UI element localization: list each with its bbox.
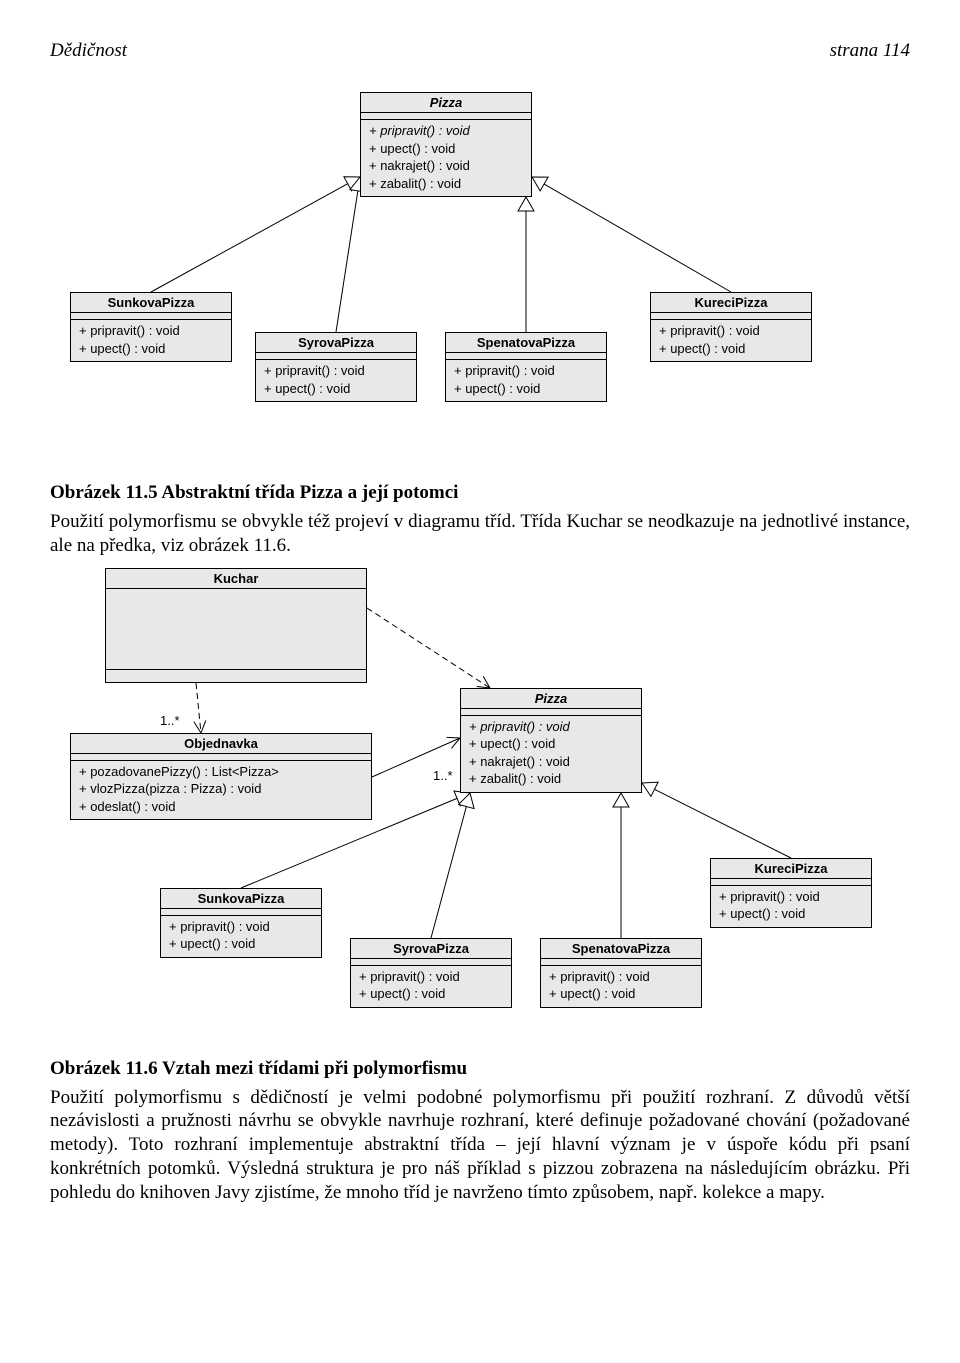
uml-op: + upect() : void <box>359 985 503 1003</box>
uml-title: KureciPizza <box>711 859 871 879</box>
uml-op: + pripravit() : void <box>169 918 313 936</box>
uml-class-spenatova: SpenatovaPizza + pripravit() : void+ upec… <box>445 332 607 402</box>
uml-ops: + pripravit() : void+ upect() : void <box>651 320 811 361</box>
header-right: strana 114 <box>830 40 910 62</box>
uml-title: SyrovaPizza <box>256 333 416 353</box>
paragraph-1: Použití polymorfismu se obvykle též proj… <box>50 510 910 558</box>
uml-ops: + pripravit() : void+ upect() : void <box>161 916 321 957</box>
uml-attrs <box>446 353 606 360</box>
uml-class-kuchar: Kuchar <box>105 568 367 683</box>
uml-title: SunkovaPizza <box>71 293 231 313</box>
uml-title: Pizza <box>361 93 531 113</box>
uml-ops: + pripravit() : void+ upect() : void+ na… <box>361 120 531 196</box>
uml-class-spenatova: SpenatovaPizza + pripravit() : void+ upec… <box>540 938 702 1008</box>
uml-class-pizza: Pizza + pripravit() : void+ upect() : voi… <box>360 92 532 197</box>
multiplicity-label: 1..* <box>160 713 180 728</box>
uml-title: Kuchar <box>106 569 366 589</box>
uml-op: + pripravit() : void <box>264 362 408 380</box>
uml-op: + nakrajet() : void <box>369 157 523 175</box>
uml-op: + pripravit() : void <box>359 968 503 986</box>
uml-op: + pripravit() : void <box>454 362 598 380</box>
uml-op: + vlozPizza(pizza : Pizza) : void <box>79 780 363 798</box>
uml-op: + pripravit() : void <box>469 718 633 736</box>
uml-attrs <box>651 313 811 320</box>
uml-op: + pozadovanePizzy() : List<Pizza> <box>79 763 363 781</box>
uml-attrs <box>361 113 531 120</box>
uml-title: Pizza <box>461 689 641 709</box>
uml-ops: + pripravit() : void+ upect() : void <box>711 886 871 927</box>
uml-op: + upect() : void <box>659 340 803 358</box>
uml-attrs <box>71 313 231 320</box>
uml-attrs <box>71 754 371 761</box>
uml-class-sunkova: SunkovaPizza + pripravit() : void+ upect(… <box>70 292 232 362</box>
uml-ops: + pripravit() : void+ upect() : void+ na… <box>461 716 641 792</box>
uml-title: Objednavka <box>71 734 371 754</box>
uml-op: + pripravit() : void <box>659 322 803 340</box>
uml-class-pizza: Pizza + pripravit() : void+ upect() : voi… <box>460 688 642 793</box>
uml-title: SyrovaPizza <box>351 939 511 959</box>
uml-op: + zabalit() : void <box>469 770 633 788</box>
uml-op: + pripravit() : void <box>549 968 693 986</box>
uml-attrs <box>106 589 366 670</box>
uml-class-sunkova: SunkovaPizza + pripravit() : void+ upect(… <box>160 888 322 958</box>
caption-1: Obrázek 11.5 Abstraktní třída Pizza a je… <box>50 482 910 504</box>
uml-op: + upect() : void <box>454 380 598 398</box>
uml-ops: + pozadovanePizzy() : List<Pizza>+ vlozP… <box>71 761 371 820</box>
uml-attrs <box>461 709 641 716</box>
uml-ops: + pripravit() : void+ upect() : void <box>446 360 606 401</box>
uml-title: SpenatovaPizza <box>541 939 701 959</box>
caption-2: Obrázek 11.6 Vztah mezi třídami při poly… <box>50 1058 910 1080</box>
uml-op: + upect() : void <box>79 340 223 358</box>
uml-op: + zabalit() : void <box>369 175 523 193</box>
uml-class-objednavka: Objednavka + pozadovanePizzy() : List<Piz… <box>70 733 372 821</box>
diagram-1: Pizza+ pripravit() : void+ upect() : voi… <box>50 92 870 462</box>
diagram-2: Kuchar Objednavka + pozadovanePizzy() : Li… <box>50 568 890 1038</box>
uml-op: + upect() : void <box>549 985 693 1003</box>
uml-class-kureci: KureciPizza + pripravit() : void+ upect()… <box>650 292 812 362</box>
uml-op: + odeslat() : void <box>79 798 363 816</box>
uml-ops <box>106 670 366 682</box>
uml-op: + upect() : void <box>264 380 408 398</box>
uml-ops: + pripravit() : void+ upect() : void <box>541 966 701 1007</box>
uml-title: KureciPizza <box>651 293 811 313</box>
uml-op: + pripravit() : void <box>79 322 223 340</box>
uml-ops: + pripravit() : void+ upect() : void <box>351 966 511 1007</box>
uml-op: + upect() : void <box>169 935 313 953</box>
uml-attrs <box>541 959 701 966</box>
uml-op: + upect() : void <box>369 140 523 158</box>
uml-attrs <box>161 909 321 916</box>
header-left: Dědičnost <box>50 40 127 62</box>
uml-op: + upect() : void <box>469 735 633 753</box>
uml-title: SpenatovaPizza <box>446 333 606 353</box>
uml-op: + upect() : void <box>719 905 863 923</box>
uml-attrs <box>711 879 871 886</box>
uml-op: + pripravit() : void <box>719 888 863 906</box>
uml-class-syrova: SyrovaPizza + pripravit() : void+ upect()… <box>255 332 417 402</box>
uml-class-syrova: SyrovaPizza + pripravit() : void+ upect()… <box>350 938 512 1008</box>
multiplicity-label: 1..* <box>433 768 453 783</box>
uml-op: + pripravit() : void <box>369 122 523 140</box>
uml-class-kureci: KureciPizza + pripravit() : void+ upect()… <box>710 858 872 928</box>
uml-op: + nakrajet() : void <box>469 753 633 771</box>
uml-ops: + pripravit() : void+ upect() : void <box>71 320 231 361</box>
page-header: Dědičnost strana 114 <box>50 40 910 62</box>
uml-attrs <box>256 353 416 360</box>
uml-attrs <box>351 959 511 966</box>
uml-ops: + pripravit() : void+ upect() : void <box>256 360 416 401</box>
paragraph-2: Použití polymorfismu s dědičností je vel… <box>50 1086 910 1205</box>
uml-title: SunkovaPizza <box>161 889 321 909</box>
